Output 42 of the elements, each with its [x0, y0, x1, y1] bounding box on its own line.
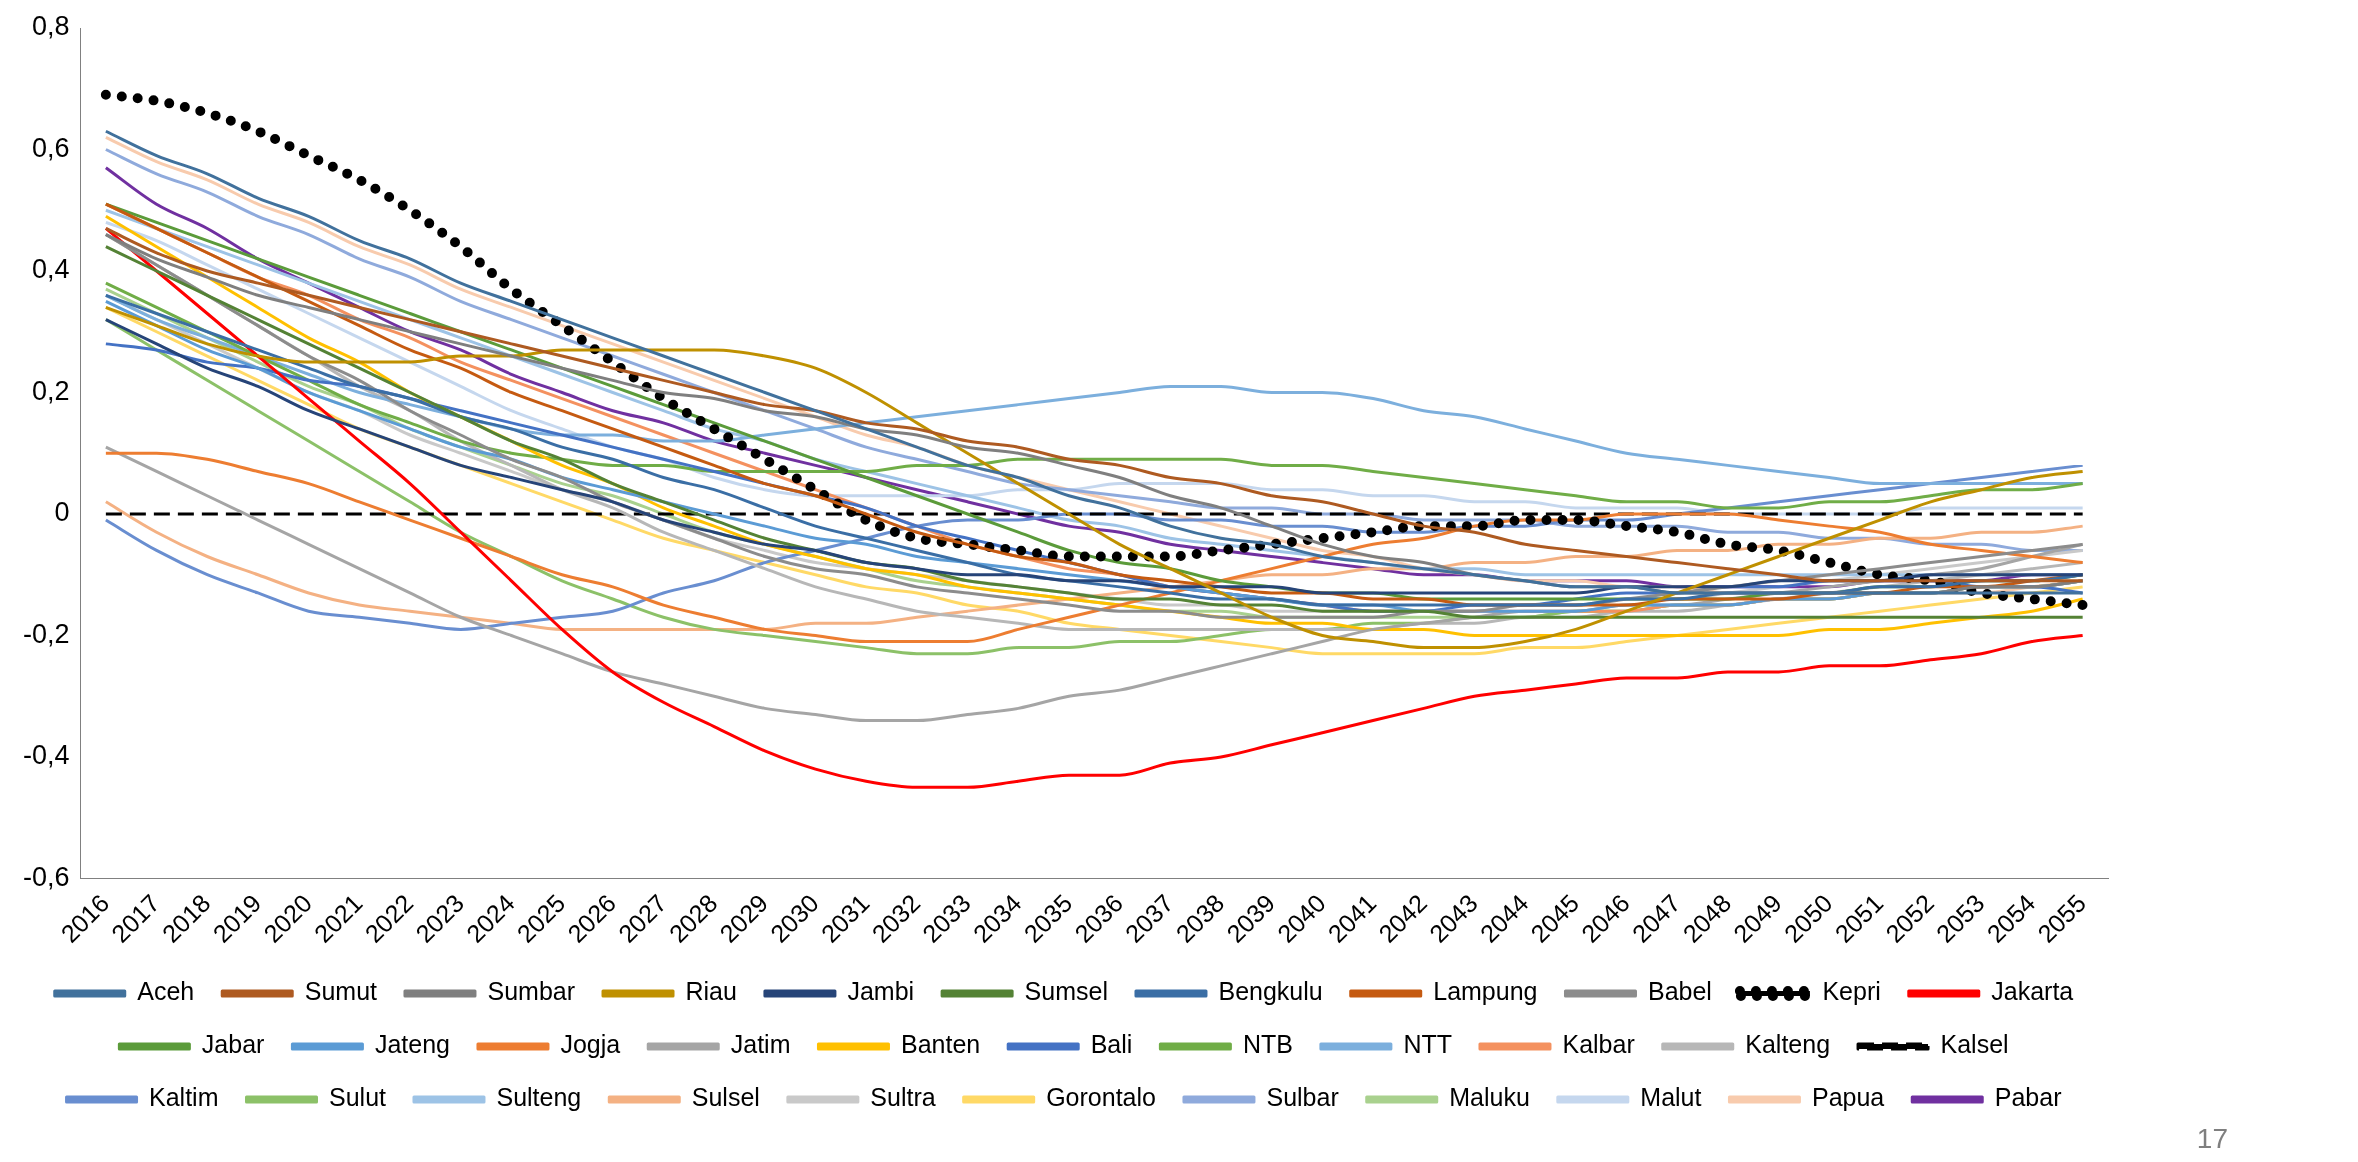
legend-label: Sulbar — [1266, 1083, 1339, 1112]
legend-label: Jateng — [374, 1030, 450, 1059]
legend-label: Gorontalo — [1046, 1083, 1156, 1112]
legend-label: Jogja — [560, 1030, 621, 1059]
y-tick-label: 0,2 — [31, 375, 70, 406]
legend-label: Lampung — [1433, 977, 1538, 1006]
legend-label: Riau — [685, 977, 737, 1006]
y-tick-label: 0,6 — [31, 132, 70, 163]
legend-label: Kaltim — [149, 1083, 219, 1112]
y-tick-label: 0 — [54, 497, 70, 528]
y-tick-label: -0,6 — [22, 861, 70, 892]
legend-label: Sumsel — [1024, 977, 1108, 1006]
legend-label: Banten — [900, 1030, 981, 1059]
legend-label: NTT — [1403, 1030, 1452, 1059]
y-tick-label: 0,8 — [31, 11, 70, 42]
legend-label: Malut — [1640, 1083, 1702, 1112]
text: 17 — [2196, 1122, 2228, 1154]
legend-label: Papua — [1811, 1083, 1885, 1112]
legend-label: Sumbar — [487, 977, 576, 1006]
legend-label: Jabar — [201, 1030, 265, 1059]
legend-label: Aceh — [137, 977, 195, 1006]
legend-label: Bali — [1090, 1030, 1133, 1059]
legend-label: Maluku — [1449, 1083, 1530, 1112]
legend-label: Jakarta — [1991, 977, 2074, 1006]
legend-label: Kepri — [1822, 977, 1881, 1006]
legend-label: Babel — [1647, 977, 1712, 1006]
legend-label: Sulsel — [691, 1083, 760, 1112]
legend-label: Kalbar — [1562, 1030, 1635, 1059]
legend-label: Jatim — [730, 1030, 791, 1059]
legend-label: Pabar — [1994, 1083, 2062, 1112]
y-tick-label: -0,4 — [22, 740, 70, 771]
legend-label: Kalsel — [1940, 1030, 2009, 1059]
y-tick-label: 0,4 — [31, 254, 70, 285]
legend-label: Kalteng — [1745, 1030, 1831, 1059]
legend-label: Sultra — [870, 1083, 936, 1112]
y-tick-label: -0,2 — [22, 618, 70, 649]
legend-label: Jambi — [847, 977, 915, 1006]
legend-label: NTB — [1242, 1030, 1293, 1059]
legend-label: Sumut — [304, 977, 378, 1006]
legend-label: Bengkulu — [1218, 977, 1323, 1006]
legend-label: Sulut — [329, 1083, 387, 1112]
legend-label: Sulteng — [496, 1083, 582, 1112]
